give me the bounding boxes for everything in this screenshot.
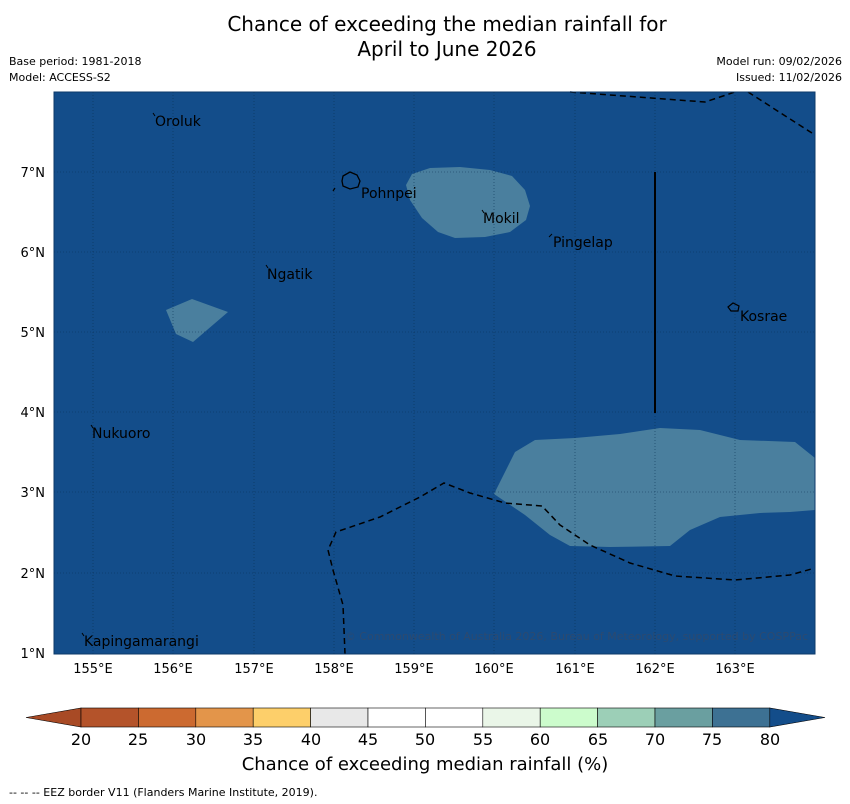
- colorbar-extend-low: [25, 707, 82, 728]
- pingelap-islet: [548, 233, 553, 238]
- y-tick-label: 3°N: [21, 486, 46, 501]
- mokil-islet: [481, 209, 485, 214]
- x-tick-label: 161°E: [555, 662, 595, 677]
- oroluk-islet: [152, 112, 156, 117]
- colorbar-tick-label: 35: [243, 730, 263, 749]
- patch-southeast: [494, 428, 815, 547]
- label-kapingamarangi: Kapingamarangi: [84, 634, 199, 650]
- label-kosrae: Kosrae: [740, 309, 787, 325]
- model-run: Model run: 09/02/2026: [716, 55, 842, 68]
- copyright-notice: © Commonwealth of Australia 2026, Bureau…: [345, 630, 808, 643]
- gridlines: [54, 92, 815, 654]
- colorbar-segment: [482, 707, 541, 728]
- colorbar-tick-label: 50: [415, 730, 435, 749]
- colorbar-segment: [425, 707, 484, 728]
- x-tick-label: 162°E: [635, 662, 675, 677]
- eez-border-north: [569, 91, 736, 103]
- colorbar-tick-label: 25: [128, 730, 148, 749]
- y-tick-label: 5°N: [21, 326, 46, 341]
- colorbar-tick-label: 20: [71, 730, 91, 749]
- y-tick-label: 4°N: [21, 406, 46, 421]
- title-line-2: April to June 2026: [357, 37, 537, 61]
- colorbar-segment: [195, 707, 254, 728]
- label-pingelap: Pingelap: [553, 235, 613, 251]
- eez-borders: [327, 91, 816, 655]
- ngatik-islet: [265, 264, 269, 269]
- nukuoro-islet: [90, 424, 94, 429]
- colorbar-segment: [712, 707, 771, 728]
- map-frame: [53, 91, 816, 655]
- x-tick-label: 163°E: [715, 662, 755, 677]
- x-tick-label: 156°E: [153, 662, 193, 677]
- colorbar-tick-label: 65: [588, 730, 608, 749]
- y-tick-label: 6°N: [21, 246, 46, 261]
- colorbar-tick-label: 45: [358, 730, 378, 749]
- colorbar-tick-label: 75: [702, 730, 722, 749]
- pohnpei-island: [341, 171, 361, 190]
- label-ngatik: Ngatik: [267, 267, 313, 283]
- colorbar-segment: [138, 707, 197, 728]
- patch-north: [406, 167, 530, 238]
- y-axis: 7°N 6°N 5°N 4°N 3°N 2°N 1°N: [21, 166, 46, 662]
- x-tick-label: 159°E: [394, 662, 434, 677]
- y-tick-label: 2°N: [21, 567, 46, 582]
- x-axis: 155°E 156°E 157°E 158°E 159°E 160°E 161°…: [73, 662, 755, 677]
- label-nukuoro: Nukuoro: [92, 426, 150, 442]
- colorbar-segment: [367, 707, 426, 728]
- map-title: Chance of exceeding the median rainfall …: [0, 12, 850, 62]
- colorbar-tick-label: 80: [760, 730, 780, 749]
- x-tick-label: 160°E: [474, 662, 514, 677]
- footer-note: -- -- -- EEZ border V11 (Flanders Marine…: [9, 786, 318, 799]
- colorbar-tick-label: 60: [530, 730, 550, 749]
- title-line-1: Chance of exceeding the median rainfall …: [227, 12, 667, 36]
- colorbar-tick-label: 70: [645, 730, 665, 749]
- colorbar-tick-label: 40: [301, 730, 321, 749]
- colorbar-segment: [597, 707, 656, 728]
- model-name: Model: ACCESS-S2: [9, 71, 111, 84]
- colorbar: [25, 707, 826, 728]
- base-period: Base period: 1981-2018: [9, 55, 142, 68]
- meta-left: Base period: 1981-2018 Model: ACCESS-S2: [9, 54, 141, 86]
- colorbar-segment: [80, 707, 139, 728]
- pohnpei-islet: [332, 187, 336, 192]
- colorbar-tick-label: 55: [473, 730, 493, 749]
- colorbar-segment: [310, 707, 369, 728]
- x-tick-label: 155°E: [73, 662, 113, 677]
- eez-border-south: [327, 482, 816, 655]
- colorbar-extend-high: [769, 707, 826, 728]
- issued-date: Issued: 11/02/2026: [735, 71, 842, 84]
- colorbar-tick-label: 30: [186, 730, 206, 749]
- colorbar-segment: [539, 707, 598, 728]
- patch-west: [166, 299, 228, 342]
- label-pohnpei: Pohnpei: [361, 186, 417, 202]
- colorbar-segment: [654, 707, 713, 728]
- x-tick-label: 157°E: [234, 662, 274, 677]
- label-oroluk: Oroluk: [155, 114, 202, 130]
- meta-right: Model run: 09/02/2026 Issued: 11/02/2026: [716, 54, 842, 86]
- label-mokil: Mokil: [483, 211, 520, 227]
- colorbar-ticks: 20 25 30 35 40 45 50 55 60 65 70 75 80: [71, 730, 780, 749]
- eez-border-northeast: [747, 91, 816, 136]
- colorbar-title: Chance of exceeding median rainfall (%): [241, 754, 609, 775]
- kosrae-island: [727, 302, 740, 312]
- x-tick-label: 158°E: [314, 662, 354, 677]
- colorbar-segment: [252, 707, 311, 728]
- kapingamarangi-islet: [81, 632, 85, 637]
- y-tick-label: 1°N: [21, 647, 46, 662]
- y-tick-label: 7°N: [21, 166, 46, 181]
